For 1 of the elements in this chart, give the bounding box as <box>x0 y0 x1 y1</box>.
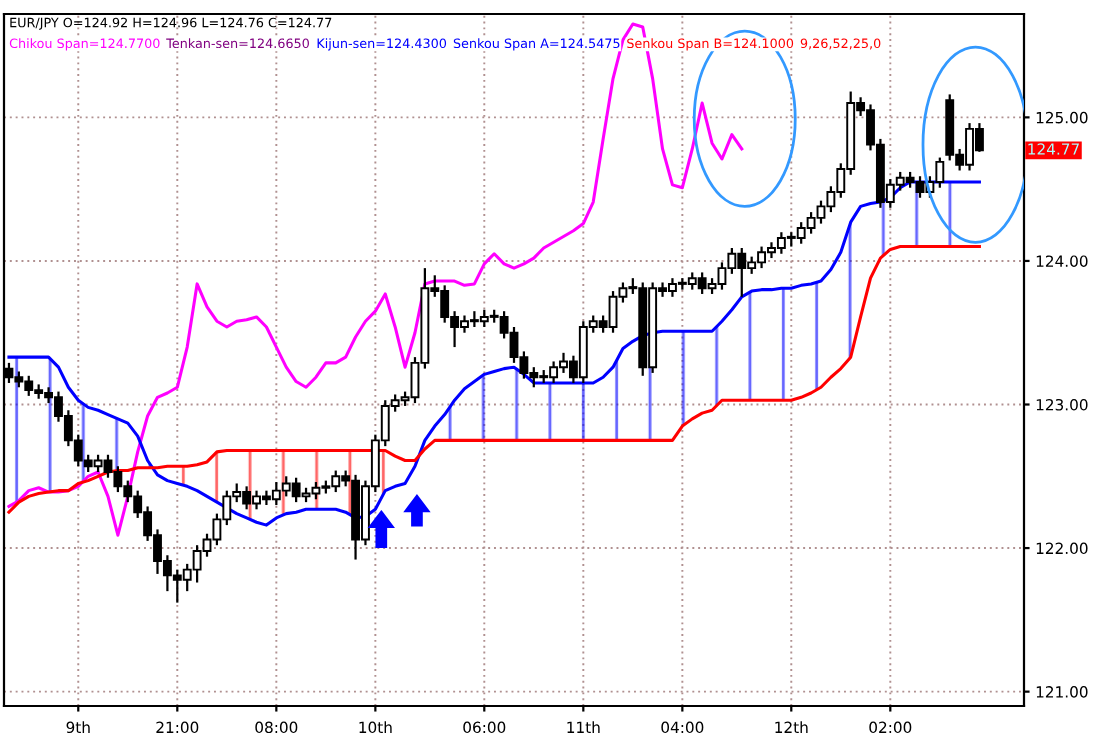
line-series <box>7 245 981 514</box>
